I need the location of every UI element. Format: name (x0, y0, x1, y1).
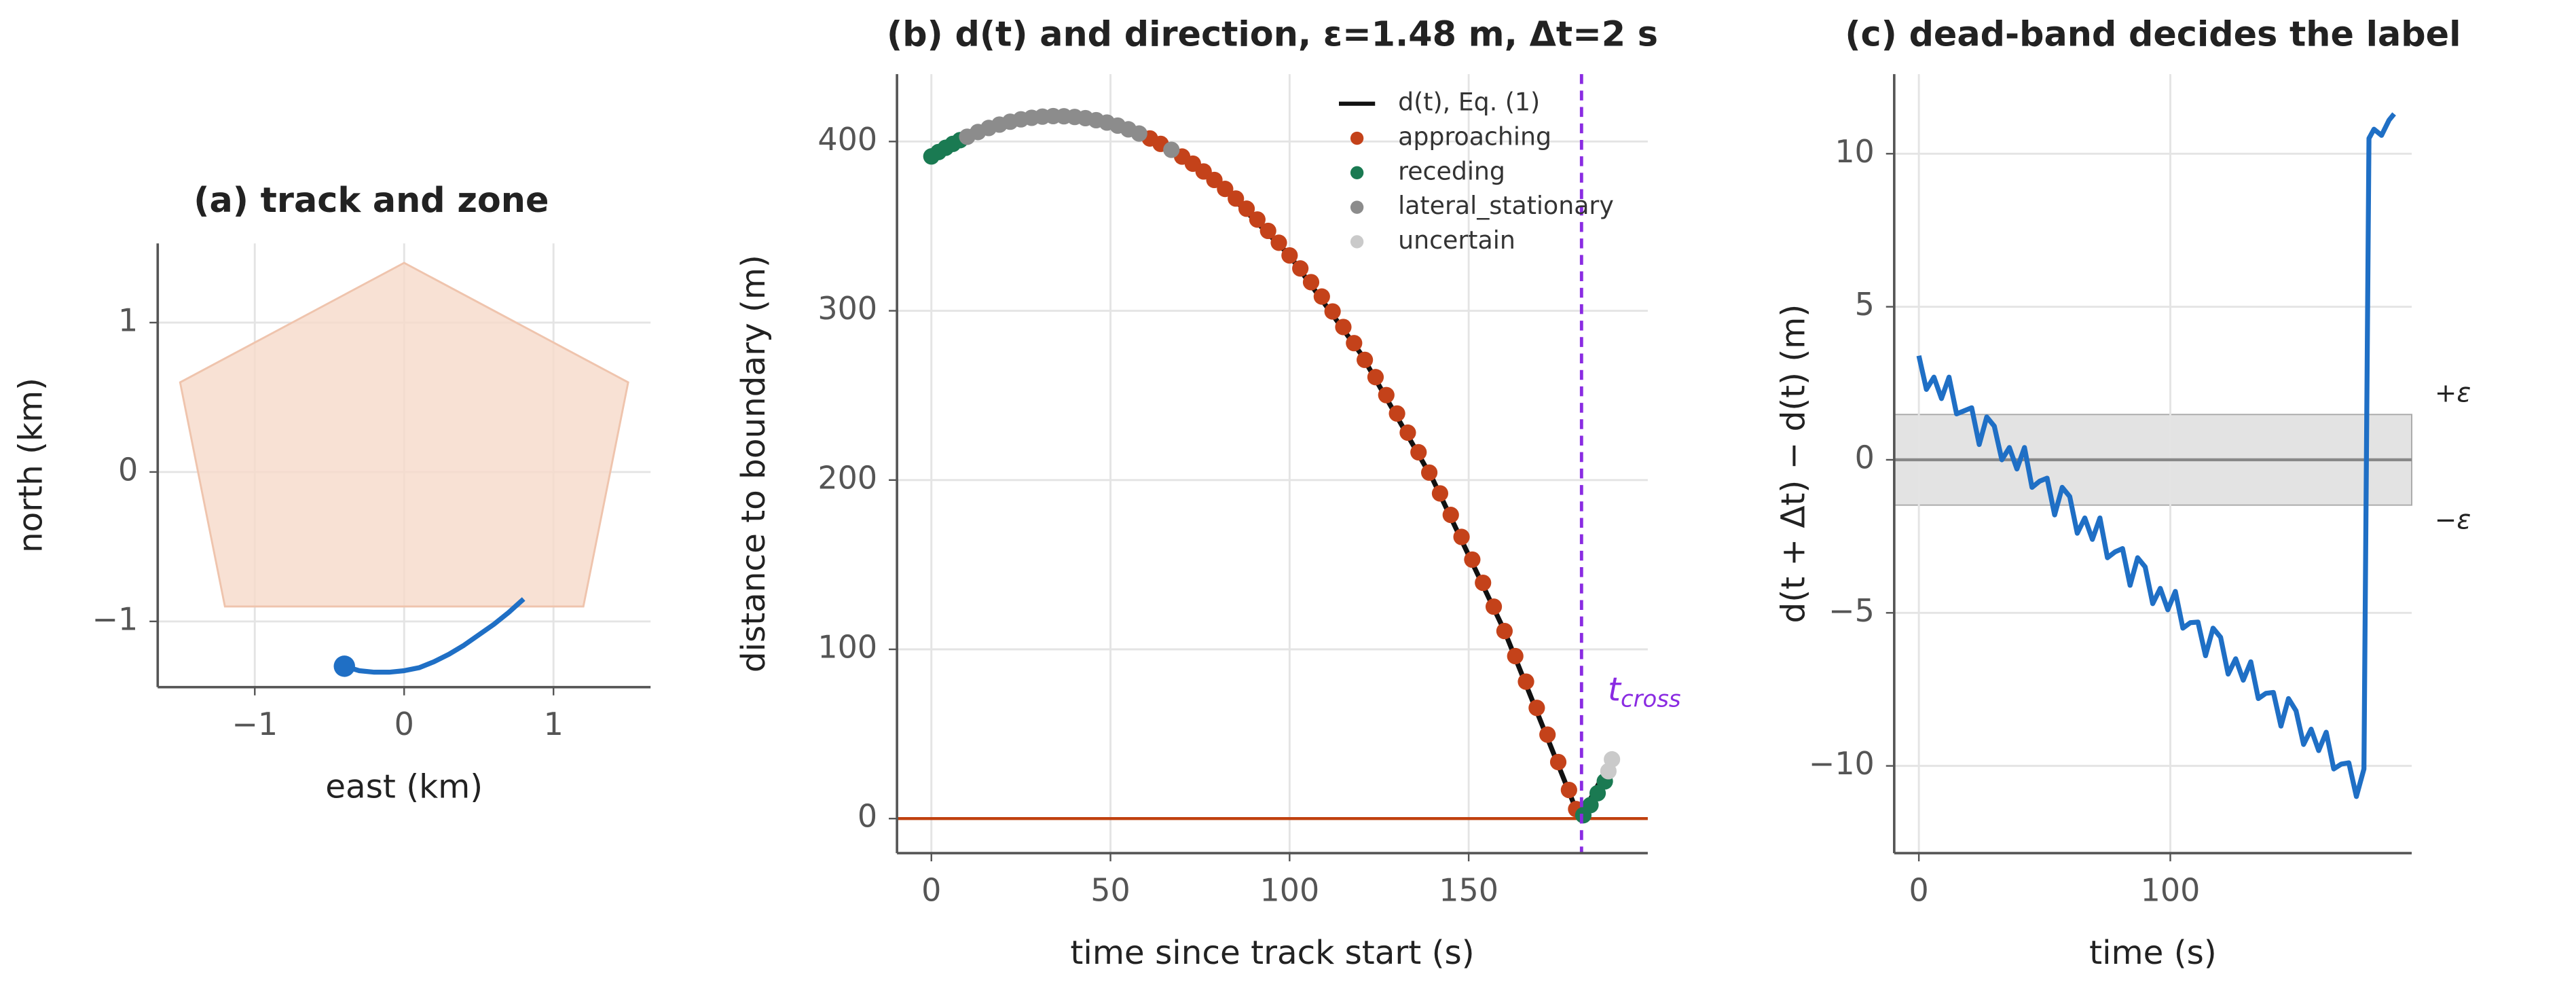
point (1560, 782, 1577, 799)
point (1238, 200, 1255, 217)
point (1228, 190, 1245, 207)
legend-label: d(t), Eq. (1) (1398, 88, 1540, 117)
point (1496, 622, 1513, 640)
point (1475, 574, 1492, 592)
y-tick-label: 0 (858, 798, 877, 835)
point (1464, 551, 1481, 568)
point (1420, 464, 1438, 481)
vline-label: tcross (1608, 670, 1681, 712)
y-tick-label: 5 (1855, 286, 1875, 323)
point (1324, 303, 1341, 320)
point (1442, 507, 1459, 524)
point (1453, 528, 1470, 545)
point (1281, 247, 1298, 264)
x-tick-label: −1 (232, 706, 278, 742)
point (1539, 726, 1556, 743)
y-tick-label: 0 (118, 451, 138, 488)
legend-swatch (1350, 131, 1364, 145)
point (1388, 405, 1405, 422)
point (1378, 386, 1395, 403)
point (1346, 335, 1363, 352)
x-axis-label: east (km) (325, 768, 483, 806)
y-tick-label: −5 (1828, 592, 1875, 629)
point (1270, 234, 1287, 251)
point (1604, 751, 1621, 768)
chart-title: (c) dead-band decides the label (1845, 14, 2461, 54)
legend-label: approaching (1398, 122, 1551, 151)
point (1507, 647, 1524, 665)
point (1582, 797, 1599, 814)
x-axis-label: time since track start (s) (1070, 934, 1474, 972)
x-tick-label: 0 (921, 872, 941, 909)
x-tick-label: 100 (2141, 872, 2201, 909)
point (1163, 141, 1180, 158)
legend-swatch (1350, 235, 1364, 249)
point (1313, 288, 1330, 305)
x-tick-label: 0 (394, 706, 414, 742)
y-tick-label: 0 (1855, 439, 1875, 475)
point (1302, 274, 1320, 291)
band-label: −ε (2435, 505, 2471, 535)
point (1130, 125, 1147, 142)
series-line (344, 597, 526, 675)
point (1399, 424, 1416, 441)
y-tick-label: 300 (817, 290, 877, 327)
point (1485, 598, 1503, 615)
series-line (1916, 112, 2396, 799)
point (1528, 700, 1545, 717)
y-tick-label: −10 (1809, 745, 1875, 782)
y-tick-label: 1 (118, 302, 138, 338)
point (1549, 753, 1567, 771)
point (1206, 171, 1223, 189)
y-tick-label: 200 (817, 459, 877, 496)
point (1589, 784, 1606, 801)
legend-label: receding (1398, 156, 1505, 185)
legend-swatch (1350, 200, 1364, 214)
legend-label: lateral_stationary (1398, 191, 1614, 220)
point (1292, 260, 1309, 277)
y-tick-label: 10 (1835, 133, 1875, 170)
y-axis-label: distance to boundary (m) (735, 255, 773, 672)
x-tick-label: 1 (544, 706, 564, 742)
legend-swatch (1350, 166, 1364, 180)
legend-label: uncertain (1398, 225, 1515, 255)
y-tick-label: −1 (92, 600, 138, 637)
band-label: +ε (2435, 378, 2471, 409)
vline-label-main: t (1608, 670, 1622, 708)
y-tick-label: 100 (817, 629, 877, 666)
y-tick-label: 400 (817, 121, 877, 158)
vline-label-sub: cross (1621, 685, 1681, 712)
point (1259, 222, 1276, 240)
x-tick-label: 150 (1439, 872, 1498, 909)
point (1367, 369, 1384, 386)
point (1357, 351, 1374, 368)
point (1431, 485, 1449, 502)
series-line (930, 114, 1615, 821)
start-marker (333, 655, 355, 677)
x-tick-label: 100 (1259, 872, 1319, 909)
x-tick-label: 0 (1909, 872, 1929, 909)
chart-title: (a) track and zone (194, 180, 549, 220)
point (1335, 319, 1352, 336)
chart-title: (b) d(t) and direction, ε=1.48 m, Δt=2 s (887, 14, 1658, 54)
point (1410, 444, 1427, 461)
y-axis-label: d(t + Δt) − d(t) (m) (1775, 304, 1813, 624)
point (1217, 181, 1234, 198)
y-axis-label: north (km) (12, 378, 50, 553)
point (1249, 211, 1266, 228)
zone (179, 261, 629, 608)
point (1517, 673, 1534, 690)
x-axis-label: time (s) (2089, 934, 2217, 972)
x-tick-label: 50 (1090, 872, 1130, 909)
